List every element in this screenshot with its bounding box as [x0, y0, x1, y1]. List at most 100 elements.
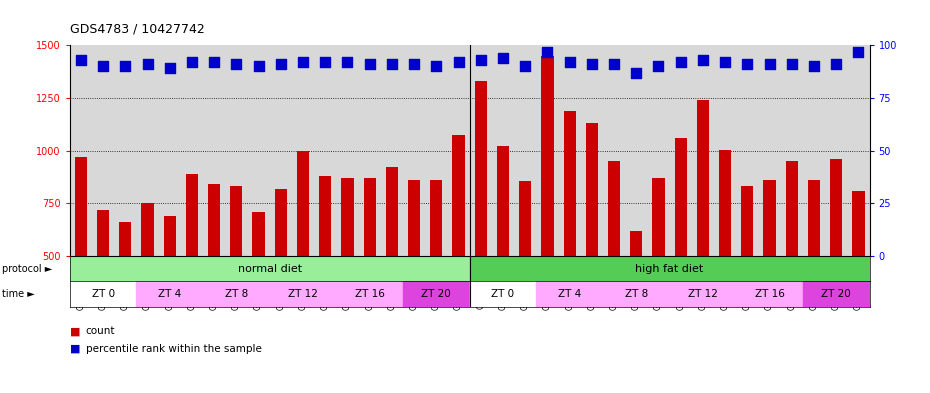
Bar	[741, 186, 753, 256]
Bar	[830, 159, 843, 256]
Point	[296, 59, 311, 65]
Bar	[431, 180, 443, 256]
Point	[851, 48, 866, 55]
Point	[673, 59, 688, 65]
Text: time ►: time ►	[2, 289, 34, 299]
Bar	[208, 184, 220, 256]
Point	[629, 70, 644, 76]
Point	[829, 61, 844, 67]
Point	[651, 63, 666, 70]
Point	[606, 61, 621, 67]
Bar	[470, 256, 870, 281]
Bar	[319, 176, 331, 256]
Bar	[74, 157, 87, 256]
Point	[584, 61, 599, 67]
Point	[340, 59, 355, 65]
Bar	[270, 281, 337, 307]
Text: GDS4783 / 10427742: GDS4783 / 10427742	[70, 22, 205, 35]
Point	[384, 61, 399, 67]
Text: ZT 16: ZT 16	[754, 289, 785, 299]
Bar	[137, 281, 203, 307]
Bar	[141, 203, 153, 256]
Bar	[386, 167, 398, 256]
Bar	[119, 222, 131, 256]
Bar	[341, 178, 353, 256]
Point	[696, 57, 711, 63]
Bar	[852, 191, 865, 256]
Point	[363, 61, 378, 67]
Text: ZT 0: ZT 0	[91, 289, 114, 299]
Bar	[652, 178, 665, 256]
Point	[740, 61, 755, 67]
Point	[140, 61, 155, 67]
Bar	[497, 146, 509, 256]
Bar	[252, 212, 265, 256]
Point	[273, 61, 288, 67]
Bar	[631, 231, 643, 256]
Bar	[186, 174, 198, 256]
Bar	[337, 281, 403, 307]
Point	[251, 63, 266, 70]
Text: ZT 8: ZT 8	[625, 289, 648, 299]
Point	[540, 48, 555, 55]
Bar	[452, 135, 465, 256]
Bar	[231, 186, 243, 256]
Bar	[274, 189, 287, 256]
Point	[118, 63, 133, 70]
Point	[496, 55, 511, 61]
Point	[162, 65, 177, 72]
Bar	[474, 81, 487, 256]
Bar	[70, 281, 137, 307]
Bar	[586, 123, 598, 256]
Text: ■: ■	[70, 344, 80, 354]
Point	[318, 59, 333, 65]
Bar	[541, 56, 553, 256]
Bar	[70, 256, 470, 281]
Text: ZT 4: ZT 4	[558, 289, 581, 299]
Text: ZT 16: ZT 16	[354, 289, 385, 299]
Bar	[564, 110, 576, 256]
Bar	[364, 178, 376, 256]
Text: protocol ►: protocol ►	[2, 264, 52, 274]
Bar	[537, 281, 603, 307]
Bar	[97, 209, 109, 256]
Point	[806, 63, 821, 70]
Bar	[674, 138, 687, 256]
Point	[451, 59, 466, 65]
Bar	[203, 281, 270, 307]
Bar	[470, 281, 537, 307]
Bar	[737, 281, 803, 307]
Text: ZT 12: ZT 12	[288, 289, 318, 299]
Bar	[603, 281, 670, 307]
Bar	[764, 180, 776, 256]
Bar	[697, 100, 709, 256]
Text: ZT 20: ZT 20	[821, 289, 851, 299]
Point	[73, 57, 88, 63]
Point	[562, 59, 577, 65]
Bar	[786, 161, 798, 256]
Text: percentile rank within the sample: percentile rank within the sample	[86, 344, 261, 354]
Bar	[164, 216, 176, 256]
Point	[429, 63, 444, 70]
Bar	[297, 151, 309, 256]
Point	[763, 61, 777, 67]
Text: ZT 0: ZT 0	[491, 289, 514, 299]
Text: ZT 20: ZT 20	[421, 289, 451, 299]
Bar	[803, 281, 870, 307]
Text: ■: ■	[70, 326, 80, 336]
Bar	[808, 180, 820, 256]
Bar	[403, 281, 470, 307]
Point	[473, 57, 488, 63]
Text: count: count	[86, 326, 115, 336]
Point	[229, 61, 244, 67]
Text: normal diet: normal diet	[238, 264, 301, 274]
Text: high fat diet: high fat diet	[635, 264, 704, 274]
Bar	[670, 281, 737, 307]
Point	[518, 63, 533, 70]
Point	[406, 61, 421, 67]
Point	[206, 59, 221, 65]
Point	[784, 61, 799, 67]
Point	[184, 59, 199, 65]
Bar	[408, 180, 420, 256]
Bar	[608, 161, 620, 256]
